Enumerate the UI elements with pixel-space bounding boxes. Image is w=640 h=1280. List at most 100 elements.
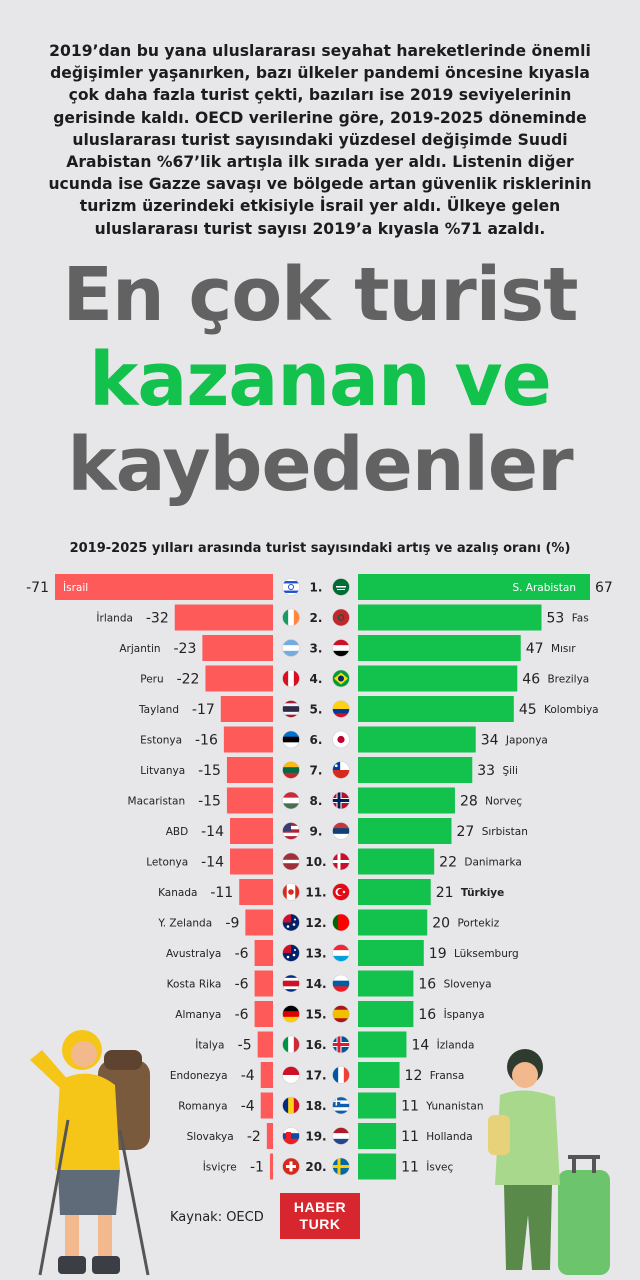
rank-label-14: 14. [305,977,326,991]
loss-bar-7 [226,757,273,783]
colombia-flag [332,700,350,718]
loss-value-label-3: -23 [174,641,197,657]
germany-flag [282,1005,300,1023]
gain-value-label-18: 11 [401,1099,419,1115]
gain-bar-16 [358,1031,407,1058]
gain-value-label-4: 46 [522,672,540,688]
gain-country-label-18: Yunanistan [425,1101,483,1113]
gain-bar-15 [358,1001,414,1027]
israel-flag [282,578,300,596]
traveler-face [512,1062,538,1088]
hiker-face [71,1041,97,1067]
traveler-shirt [495,1090,560,1185]
loss-country-label-3: Arjantin [119,643,160,655]
loss-country-label-18: Romanya [178,1101,227,1113]
gain-bar-10 [358,848,435,875]
loss-country-label-15: Almanya [175,1009,221,1021]
denmark-flag [332,853,350,870]
traveler-bag [488,1115,510,1155]
usa-flag [282,822,300,840]
canada-flag [282,883,300,901]
loss-value-label-8: -15 [198,794,221,810]
backpack-top [104,1050,142,1070]
intro-paragraph: 2019’dan bu yana uluslararası seyahat ha… [48,42,592,238]
gain-country-label-5: Kolombiya [544,704,599,716]
rank-label-11: 11. [305,886,326,900]
japan-flag [332,731,350,748]
loss-bar-15 [254,1001,273,1027]
gain-bar-6 [358,726,476,753]
loss-country-label-12: Y. Zelanda [157,918,212,930]
gain-country-label-12: Portekiz [457,918,499,930]
sweden-flag [332,1158,350,1175]
hungary-flag [282,792,300,809]
gain-country-label-3: Mısır [551,643,576,655]
rank-label-4: 4. [310,672,323,686]
rank-label-13: 13. [305,947,326,961]
greece-flag [332,1097,350,1114]
loss-country-label-13: Avustralya [166,948,221,960]
loss-country-label-9: ABD [166,826,188,838]
suitcase [558,1170,610,1275]
gain-bar-5 [358,696,514,722]
loss-country-label-2: İrlanda [96,612,133,625]
loss-value-label-16: -5 [238,1038,252,1054]
gain-value-label-6: 34 [481,733,499,749]
gain-value-label-11: 21 [436,885,454,901]
suitcase-handle-left [572,1157,576,1173]
gain-value-label-12: 20 [432,916,450,932]
brazil-flag [332,670,350,687]
romania-flag [282,1097,300,1114]
rank-label-8: 8. [310,794,323,808]
rank-label-10: 10. [305,855,326,869]
saudi-arabia-flag [332,578,350,596]
loss-country-label-17: Endonezya [170,1070,228,1082]
loss-country-label-10: Letonya [146,857,188,869]
loss-value-label-18: -4 [241,1099,255,1115]
loss-bar-16 [257,1031,273,1058]
hiker-raised-arm [30,1050,70,1090]
loss-country-label-7: Litvanya [140,765,185,777]
gain-country-label-9: Sırbistan [482,826,528,838]
gain-country-label-6: Japonya [505,735,548,747]
gain-value-label-1: 67 [595,580,613,596]
norway-flag [332,792,350,809]
suitcase-handle-top [568,1155,600,1159]
rank-label-16: 16. [305,1038,326,1052]
loss-bar-14 [254,970,273,997]
gain-country-label-15: İspanya [444,1008,485,1021]
gain-value-label-13: 19 [429,946,447,962]
gain-value-label-17: 12 [405,1068,423,1084]
rank-label-3: 3. [310,642,323,656]
rank-label-9: 9. [310,825,323,839]
gain-country-label-14: Slovenya [444,979,492,991]
loss-value-label-14: -6 [235,977,249,993]
rank-label-17: 17. [305,1069,326,1083]
rank-label-18: 18. [305,1099,326,1113]
morocco-flag [332,609,350,626]
portugal-flag [332,914,350,931]
slovakia-flag [282,1127,300,1145]
loss-country-label-4: Peru [140,674,163,686]
loss-country-label-20: İsviçre [203,1161,237,1174]
hiker-leg-left [65,1215,79,1260]
rank-label-6: 6. [310,733,323,747]
loss-bar-18 [260,1092,273,1119]
logo-line-1: HABER [293,1199,347,1215]
rank-label-2: 2. [310,611,323,625]
gain-bar-2 [358,604,542,631]
loss-value-label-20: -1 [250,1160,264,1176]
gain-value-label-3: 47 [526,641,544,657]
gain-value-label-8: 28 [460,794,478,810]
switzerland-flag [282,1158,300,1175]
loss-country-label-5: Tayland [138,704,179,716]
gain-country-label-17: Fransa [430,1070,465,1082]
trekking-pole-right [118,1129,150,1276]
loss-country-label-14: Kosta Rika [167,979,222,991]
loss-bar-17 [260,1062,273,1088]
luxembourg-flag [332,944,350,962]
loss-value-label-2: -32 [146,611,169,627]
loss-bar-8 [226,787,273,814]
latvia-flag [282,853,300,870]
